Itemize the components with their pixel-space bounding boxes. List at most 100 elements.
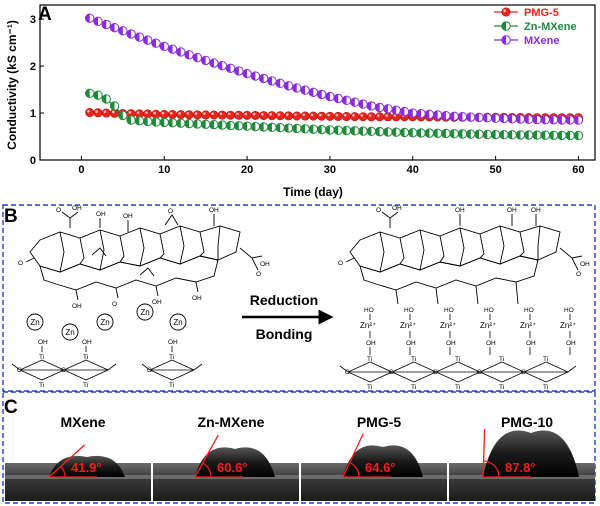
x-tick-label: 50 <box>489 164 501 176</box>
svg-text:O: O <box>112 301 117 308</box>
legend-label: PMG-5 <box>524 7 559 19</box>
data-point <box>507 114 517 124</box>
data-point <box>250 71 261 81</box>
svg-text:HO: HO <box>564 307 574 314</box>
svg-text:OH: OH <box>526 340 536 347</box>
data-point <box>350 97 360 107</box>
svg-text:OH: OH <box>580 261 590 268</box>
svg-text:Ti: Ti <box>499 384 504 391</box>
angle-arc <box>483 460 500 478</box>
mxene-lattice-right: Ti Ti C Ti Ti C Ti Ti C Ti Ti C Ti Ti C <box>339 356 577 391</box>
chart-frame <box>39 4 596 161</box>
svg-text:OH: OH <box>566 340 576 347</box>
droplet <box>195 447 275 477</box>
svg-text:OH: OH <box>366 340 376 347</box>
svg-text:O: O <box>18 260 23 267</box>
data-point <box>325 125 335 135</box>
svg-text:OH: OH <box>192 295 202 302</box>
svg-text:OH: OH <box>72 303 82 310</box>
data-point <box>292 83 302 93</box>
data-point <box>341 112 351 122</box>
data-point <box>200 119 211 130</box>
svg-text:C: C <box>147 367 152 374</box>
sample-label: PMG-5 <box>357 414 402 430</box>
data-point <box>142 35 153 45</box>
data-point <box>284 111 294 121</box>
data-point <box>101 108 111 118</box>
svg-text:OH: OH <box>486 340 496 347</box>
zn-label: Zn <box>100 318 109 327</box>
droplet <box>343 445 423 477</box>
data-point <box>176 47 186 57</box>
data-point <box>292 123 302 134</box>
data-point <box>234 121 244 131</box>
svg-text:Ti: Ti <box>411 356 416 363</box>
data-point <box>490 129 501 140</box>
data-point <box>192 52 203 63</box>
panel-c-frame <box>2 391 596 504</box>
data-point <box>259 111 269 121</box>
data-point <box>358 112 368 122</box>
data-point <box>176 110 186 120</box>
data-point <box>142 116 153 127</box>
data-point <box>383 112 393 122</box>
data-point <box>424 109 435 120</box>
data-point <box>366 112 376 122</box>
data-point <box>93 108 103 118</box>
data-point <box>408 128 418 138</box>
svg-text:OH: OH <box>446 340 456 347</box>
data-point <box>184 118 194 129</box>
data-point <box>184 50 194 60</box>
data-point <box>490 113 501 123</box>
data-point <box>333 93 343 104</box>
data-point <box>325 91 335 102</box>
svg-text:O: O <box>376 207 381 214</box>
data-point <box>217 120 227 130</box>
data-point <box>548 115 559 125</box>
zn-atoms: Zn Zn Zn Zn Zn <box>26 303 187 341</box>
zn-label: Zn <box>173 318 182 327</box>
data-point <box>101 94 111 104</box>
zn-circle <box>61 323 79 341</box>
data-point <box>565 130 575 141</box>
svg-text:Ti: Ti <box>543 384 548 391</box>
data-point <box>250 121 261 132</box>
data-point <box>118 110 128 121</box>
panel-b: B OH O OH OH OH OH O O O OH <box>2 204 596 392</box>
zn-label: Zn <box>140 308 149 317</box>
data-point <box>482 113 493 123</box>
data-point <box>234 110 244 120</box>
x-tick-label: 10 <box>158 164 170 176</box>
svg-text:OH: OH <box>392 205 402 212</box>
data-point <box>167 44 178 54</box>
legend-marker <box>501 7 511 17</box>
data-point <box>391 127 401 137</box>
data-point <box>267 111 277 121</box>
data-point <box>557 115 567 125</box>
data-point <box>466 112 476 122</box>
series-zn-mxene <box>85 88 584 141</box>
data-point <box>134 116 145 126</box>
series-mxene <box>85 13 584 125</box>
data-point <box>391 105 401 115</box>
data-point <box>258 73 269 84</box>
data-point <box>151 38 161 48</box>
data-point <box>300 85 310 95</box>
data-point <box>399 127 410 138</box>
data-point <box>499 113 509 124</box>
angle-label: 87.8° <box>505 460 536 475</box>
data-point <box>350 112 360 122</box>
zn-circle <box>26 313 44 331</box>
data-point <box>85 108 95 118</box>
data-point <box>316 124 327 135</box>
zn-ion-label: Zn²⁺ <box>440 321 456 330</box>
data-point <box>275 111 285 121</box>
data-point <box>225 63 236 74</box>
svg-text:O: O <box>56 207 61 214</box>
data-point <box>374 102 385 113</box>
svg-text:O: O <box>168 208 173 215</box>
data-point <box>474 112 484 123</box>
data-point <box>557 130 567 141</box>
y-axis-label: Conductivity (kS cm⁻¹) <box>5 20 19 150</box>
svg-text:C: C <box>477 369 482 376</box>
